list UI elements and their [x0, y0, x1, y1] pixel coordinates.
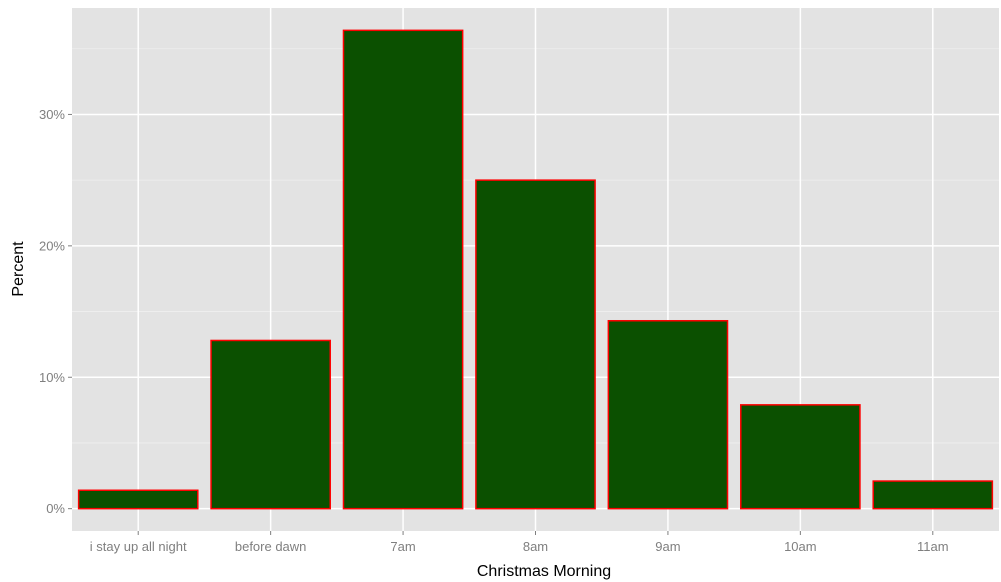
y-axis-title: Percent — [10, 241, 27, 297]
y-tick-label: 10% — [39, 370, 65, 385]
y-tick-label: 0% — [46, 501, 65, 516]
x-axis: i stay up all night before dawn 7am 8am 9am 1… — [90, 531, 949, 554]
x-tick-label: 11am — [917, 539, 949, 554]
bar — [740, 404, 861, 510]
bar — [210, 339, 331, 510]
x-tick-label: 10am — [784, 539, 817, 554]
y-tick-label: 20% — [39, 238, 65, 253]
x-tick-label: 7am — [390, 539, 415, 554]
x-tick-label: 8am — [523, 539, 548, 554]
bars — [77, 29, 994, 510]
x-tick-label: before dawn — [235, 539, 307, 554]
x-axis-title: Christmas Morning — [477, 563, 611, 580]
y-axis: 0% 10% 20% 30% — [39, 107, 72, 516]
y-tick-label: 30% — [39, 107, 65, 122]
bar — [872, 480, 994, 510]
bar — [342, 29, 464, 510]
bar — [607, 319, 729, 510]
x-tick-label: i stay up all night — [90, 539, 187, 554]
x-tick-label: 9am — [655, 539, 680, 554]
bar — [475, 179, 596, 510]
bar — [77, 489, 199, 510]
